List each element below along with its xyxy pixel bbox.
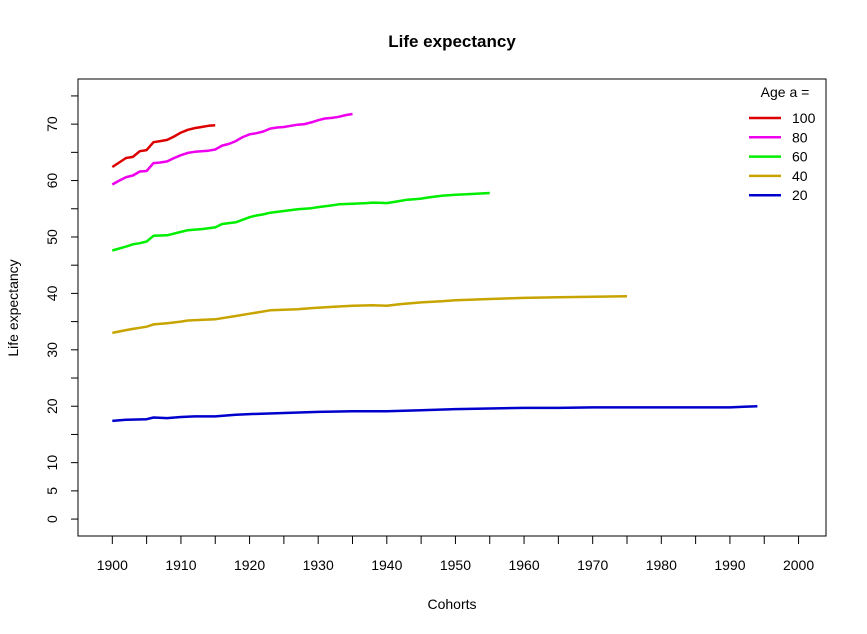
y-tick-label: 50 <box>44 229 60 245</box>
x-tick-label: 1990 <box>714 557 745 573</box>
y-axis: 0 5 10 20 30 40 50 60 70 <box>44 95 78 523</box>
x-tick-label: 1930 <box>303 557 334 573</box>
series-line-age-60 <box>111 191 490 252</box>
chart-title: Life expectancy <box>388 32 516 51</box>
x-axis: 1900 1910 1920 1930 1940 1950 1960 1970 1980 1990… <box>97 536 814 573</box>
y-tick-label: 10 <box>44 455 60 471</box>
y-tick-label: 60 <box>44 173 60 189</box>
x-tick-label: 2000 <box>783 557 814 573</box>
y-tick-label: 70 <box>44 116 60 132</box>
legend: Age a = 100 80 60 40 20 <box>749 84 816 203</box>
legend-label-age-100: 100 <box>792 110 816 126</box>
y-tick-label: 30 <box>44 342 60 358</box>
y-tick-label: 40 <box>44 285 60 301</box>
series-line-age-20 <box>112 404 758 423</box>
series-line-age-100 <box>111 124 216 169</box>
x-tick-label: 1970 <box>577 557 608 573</box>
plot-frame <box>77 78 827 537</box>
legend-label-age-80: 80 <box>792 129 808 145</box>
x-axis-label: Cohorts <box>427 596 476 612</box>
x-tick-label: 1960 <box>508 557 539 573</box>
series-line-age-80 <box>111 112 353 186</box>
x-tick-label: 1980 <box>646 557 677 573</box>
x-tick-label: 1910 <box>165 557 196 573</box>
y-axis-label: Life expectancy <box>5 259 21 356</box>
y-tick-label: 20 <box>44 398 60 414</box>
x-tick-label: 1900 <box>97 557 128 573</box>
y-tick-label: 0 <box>44 515 60 523</box>
legend-label-age-20: 20 <box>792 187 808 203</box>
legend-label-age-40: 40 <box>792 168 808 184</box>
x-tick-label: 1940 <box>371 557 402 573</box>
y-tick-label: 5 <box>44 487 60 495</box>
legend-label-age-60: 60 <box>792 149 808 165</box>
x-tick-label: 1920 <box>234 557 265 573</box>
series-layer <box>111 112 758 423</box>
series-line-age-40 <box>112 294 628 335</box>
legend-title: Age a = <box>761 84 810 100</box>
x-tick-label: 1950 <box>440 557 471 573</box>
